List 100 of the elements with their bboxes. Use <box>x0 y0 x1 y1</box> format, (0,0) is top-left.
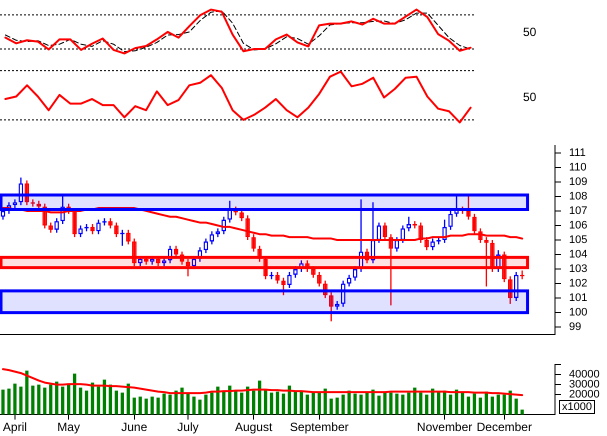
bar <box>7 388 11 415</box>
text: 50 <box>523 24 536 38</box>
bar <box>490 396 494 415</box>
bar <box>216 386 220 415</box>
bar <box>246 386 250 415</box>
bar <box>25 370 28 415</box>
bar <box>472 394 476 415</box>
bar <box>234 390 238 415</box>
bar <box>49 384 52 415</box>
bar <box>395 394 398 415</box>
bar <box>37 384 40 415</box>
bar <box>132 398 136 415</box>
candlestick <box>281 277 286 296</box>
bar <box>156 398 160 415</box>
bar <box>466 396 470 415</box>
y-tick-label: 99 <box>569 321 582 334</box>
bar <box>508 390 512 415</box>
bar <box>192 396 196 415</box>
candlestick <box>275 271 280 284</box>
x-tick-label: June <box>121 420 148 434</box>
y-tick-label: 103 <box>569 263 588 276</box>
y-tick-label: 102 <box>569 278 588 290</box>
bar <box>520 410 524 415</box>
candlestick <box>210 230 214 246</box>
y-tick-label: 106 <box>569 220 588 232</box>
y-tick-label: 30000 <box>569 378 600 391</box>
bar <box>401 394 404 415</box>
bar <box>276 392 280 415</box>
bar <box>448 394 452 415</box>
candlestick <box>346 274 352 288</box>
candlestick <box>90 223 95 235</box>
bar <box>342 394 345 415</box>
bar <box>222 392 226 415</box>
bar <box>168 394 172 415</box>
bar <box>198 400 202 415</box>
bar <box>324 388 327 415</box>
x-tick-label: December <box>476 420 532 434</box>
bar <box>478 398 482 415</box>
bar <box>431 388 434 415</box>
bar <box>359 394 363 415</box>
y-tick-label: 100 <box>569 306 588 319</box>
candlestick <box>108 218 113 230</box>
candlestick <box>96 219 101 235</box>
bar <box>204 394 208 415</box>
y-tick-label: 101 <box>569 292 588 304</box>
y-tick-label: 108 <box>569 190 588 202</box>
bar <box>84 390 88 415</box>
bar <box>19 386 23 415</box>
candlestick <box>394 236 400 252</box>
bar <box>407 392 410 415</box>
bar <box>419 392 422 415</box>
x-tick-label: April <box>2 420 27 434</box>
y-tick-label: 110 <box>569 161 587 174</box>
bar <box>138 396 142 415</box>
bar <box>144 398 148 415</box>
candlestick <box>430 238 435 251</box>
bar <box>43 388 46 415</box>
y-tick-label: 107 <box>569 204 588 217</box>
bar <box>300 392 304 415</box>
candlestick <box>78 224 83 238</box>
x-tick-label: May <box>57 420 80 434</box>
bar <box>55 382 58 415</box>
bar <box>66 384 70 415</box>
bar <box>330 398 333 415</box>
bar <box>31 386 34 415</box>
y-tick-label: 111 <box>569 146 586 159</box>
bar <box>353 394 357 415</box>
bar <box>61 386 64 415</box>
bar <box>252 390 256 415</box>
x-tick-label: September <box>290 420 349 434</box>
candlestick <box>466 196 471 220</box>
y-tick-label: 105 <box>569 234 588 246</box>
x-tick-label: November <box>416 420 472 434</box>
candlestick <box>400 224 406 244</box>
candlestick <box>114 222 119 238</box>
y-tick-label: 104 <box>569 248 588 261</box>
bar <box>210 392 214 415</box>
bar <box>228 386 232 415</box>
candlestick <box>376 222 382 244</box>
bar <box>377 396 381 415</box>
y-tick-label: 109 <box>569 176 588 188</box>
bar <box>306 394 309 415</box>
bar <box>96 386 100 415</box>
x-tick-label: August <box>234 420 273 434</box>
bar <box>240 392 244 415</box>
bar <box>150 396 154 415</box>
bar <box>347 390 351 415</box>
bar <box>13 384 17 415</box>
bar <box>318 392 321 415</box>
y-tick-label: 40000 <box>569 368 600 381</box>
bar <box>496 394 500 415</box>
bar <box>502 394 506 415</box>
bar <box>282 394 286 415</box>
bar <box>162 394 166 415</box>
bar <box>413 388 416 415</box>
bar <box>514 398 518 415</box>
bar <box>389 392 393 415</box>
candlestick <box>412 220 417 230</box>
text: 50 <box>523 90 536 104</box>
bar <box>78 388 82 415</box>
